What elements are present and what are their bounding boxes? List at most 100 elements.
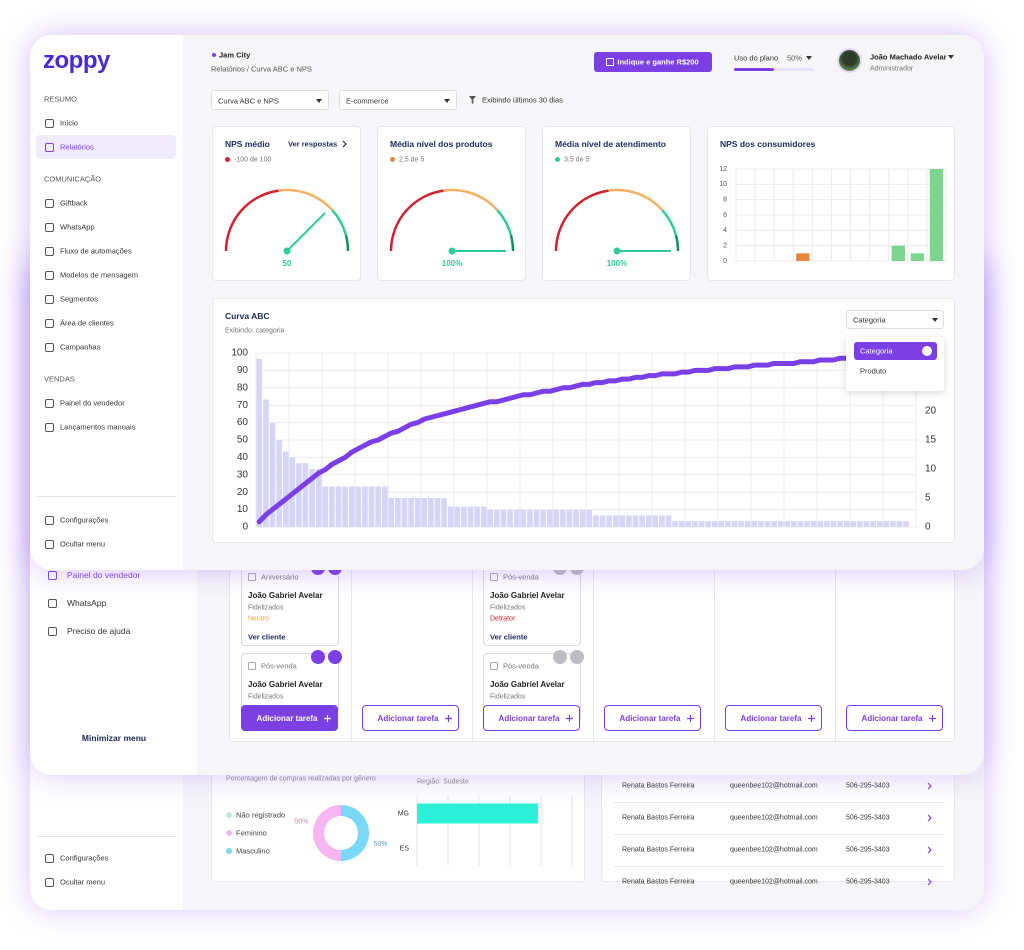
- icon: [48, 570, 57, 580]
- dropdown-option[interactable]: Categoria: [854, 342, 937, 360]
- sidebar-item[interactable]: Configurações: [60, 515, 109, 525]
- minimize-menu[interactable]: Minimizar menu: [81, 732, 147, 743]
- add-task-button[interactable]: Adicionar tarefa: [483, 705, 580, 731]
- call-icon[interactable]: [311, 650, 325, 664]
- bar: [322, 486, 329, 527]
- gauge-band: [331, 209, 348, 236]
- icon: [45, 222, 54, 232]
- chat-icon[interactable]: [570, 650, 584, 664]
- task-tag: Pós-venda: [503, 661, 539, 671]
- donut-chart: 50% 50%: [294, 805, 388, 861]
- row-chevron: [927, 846, 932, 854]
- client-name: João Gabriel Avelar: [490, 591, 565, 600]
- gauge-card: Média nível dos produtos 2,5 de 5 100%: [377, 126, 526, 281]
- bar: [678, 521, 685, 527]
- button-label: Adicionar tarefa: [377, 713, 439, 723]
- cta-button[interactable]: Indique e ganhe R$200: [594, 52, 712, 72]
- sidebar-item[interactable]: Lançamentos manuais: [60, 422, 136, 432]
- bar: [639, 515, 645, 527]
- bar: [652, 515, 659, 527]
- filter-select[interactable]: Curva ABC e NPS: [211, 90, 329, 110]
- card-title: NPS dos consumidores: [720, 138, 816, 149]
- bar: [711, 521, 718, 527]
- gauge-band: [278, 188, 334, 212]
- bar: [296, 463, 302, 527]
- bar: [408, 498, 414, 527]
- select-value: E-commerce: [346, 95, 389, 105]
- sidebar-item[interactable]: WhatsApp: [67, 597, 107, 608]
- sidebar-item[interactable]: Campanhas: [60, 342, 101, 352]
- sidebar-item[interactable]: Painel do vendedor: [67, 569, 141, 580]
- chat-icon[interactable]: [328, 650, 342, 664]
- sidebar-item[interactable]: Fluxo de automações: [60, 246, 132, 256]
- bar: [342, 486, 348, 527]
- bar: [896, 521, 903, 527]
- bar: [546, 509, 553, 527]
- bar: [731, 521, 738, 527]
- checkbox: [490, 662, 498, 670]
- sidebar-item[interactable]: Segmentos: [60, 294, 98, 304]
- add-task-button[interactable]: Adicionar tarefa: [362, 705, 459, 731]
- view-client-link[interactable]: Ver cliente: [248, 632, 286, 642]
- y-tick-label: ES: [400, 845, 410, 852]
- bar: [751, 521, 758, 527]
- sidebar-item[interactable]: Painel do vendedor: [60, 398, 125, 408]
- column-divider: [593, 493, 594, 743]
- plus-icon: [324, 715, 331, 722]
- sidebar-item[interactable]: Giftback: [60, 198, 88, 208]
- gauge-value: 100%: [607, 259, 627, 268]
- breadcrumb: Relatórios / Curva ABC e NPS: [211, 64, 312, 74]
- legend-dot: [226, 812, 232, 818]
- add-task-button[interactable]: Adicionar tarefa: [725, 705, 822, 731]
- sidebar-item[interactable]: Preciso de ajuda: [67, 625, 131, 636]
- bar: [540, 509, 546, 527]
- bar: [480, 506, 487, 527]
- bar: [414, 498, 421, 527]
- y-tick-label: 20: [237, 487, 249, 498]
- table-cell: Renata Bastos Ferreira: [622, 782, 695, 790]
- add-task-button[interactable]: Adicionar tarefa: [241, 705, 338, 731]
- sidebar-item[interactable]: Início: [60, 118, 78, 128]
- sidebar-item[interactable]: Ocultar menu: [60, 877, 106, 887]
- y-tick-label: 12: [719, 166, 727, 173]
- sidebar-item[interactable]: Ocultar menu: [60, 539, 106, 549]
- add-task-button[interactable]: Adicionar tarefa: [846, 705, 943, 731]
- section-title: VENDAS: [44, 374, 75, 384]
- sidebar-item[interactable]: Configurações: [60, 853, 109, 863]
- bar: [804, 521, 810, 527]
- user-role: Administrador: [870, 65, 914, 73]
- bar: [454, 506, 461, 527]
- bar: [599, 515, 606, 527]
- y-tick-label: 10: [719, 181, 727, 188]
- legend-label: Não registrado: [236, 810, 286, 820]
- icon: [48, 598, 57, 608]
- y-tick-label: 4: [723, 227, 727, 234]
- add-task-button[interactable]: Adicionar tarefa: [604, 705, 701, 731]
- table-cell: Renata Bastos Ferreira: [622, 846, 695, 854]
- sidebar-item[interactable]: Modelos de mensagem: [60, 270, 138, 280]
- card-link[interactable]: Ver respostas: [288, 139, 338, 149]
- client-segment: Fidelizados: [490, 604, 526, 612]
- bar: [645, 515, 652, 527]
- bar: [863, 521, 870, 527]
- avatar[interactable]: [837, 48, 862, 73]
- bar: [777, 521, 784, 527]
- user-name[interactable]: João Machado Avelar: [870, 52, 947, 62]
- call-icon[interactable]: [553, 650, 567, 664]
- view-client-link[interactable]: Ver cliente: [490, 632, 528, 642]
- needle-hub: [448, 247, 456, 255]
- sidebar-item[interactable]: WhatsApp: [60, 222, 95, 232]
- table-cell: Renata Bastos Ferreira: [622, 814, 695, 822]
- sidebar-item[interactable]: Área de clientes: [60, 318, 114, 328]
- plus: [566, 715, 573, 722]
- bar: [705, 521, 711, 527]
- slice-label: 50%: [374, 841, 388, 848]
- dropdown-option[interactable]: Produto: [854, 362, 937, 380]
- group-by-select[interactable]: Categoria: [846, 310, 944, 329]
- bar: [665, 515, 672, 527]
- card-title: Média nível de atendimento: [555, 138, 666, 149]
- sidebar-item[interactable]: Relatórios: [60, 142, 94, 152]
- caret: [444, 98, 450, 103]
- plus: [929, 715, 936, 722]
- filter-select[interactable]: E-commerce: [339, 90, 457, 110]
